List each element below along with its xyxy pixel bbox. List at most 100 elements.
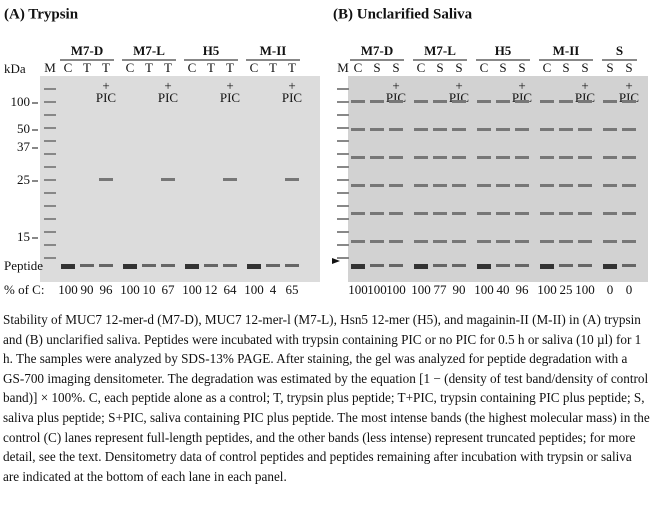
gel: [40, 76, 320, 282]
lane-label: S: [392, 60, 399, 75]
band: [603, 184, 617, 187]
band: [496, 128, 510, 131]
band: [414, 240, 428, 243]
band: [452, 264, 466, 267]
percentage: 90: [81, 282, 94, 297]
percentage: 100: [120, 282, 140, 297]
figure: (A) Trypsin (B) Unclarified Saliva kDa M…: [4, 6, 648, 297]
pic: PIC: [282, 90, 302, 105]
group-label: M7-L: [424, 43, 456, 58]
lane-label: S: [581, 60, 588, 75]
band: [433, 264, 447, 267]
marker-band: [44, 192, 56, 194]
marker-band: [44, 218, 56, 220]
lane-label: C: [250, 60, 259, 75]
band: [247, 264, 261, 269]
band: [496, 184, 510, 187]
band: [496, 212, 510, 215]
band: [414, 156, 428, 159]
panel-title: (B) Unclarified Saliva: [333, 6, 473, 22]
band: [414, 212, 428, 215]
band: [285, 264, 299, 267]
marker-band: [44, 88, 56, 90]
band: [496, 240, 510, 243]
percentage: 100: [244, 282, 264, 297]
plus: +: [102, 78, 109, 93]
band: [99, 178, 113, 181]
band: [578, 128, 592, 131]
plus: +: [288, 78, 295, 93]
band: [622, 100, 636, 103]
band: [540, 156, 554, 159]
band: [351, 264, 365, 269]
band: [496, 156, 510, 159]
lane-label: T: [226, 60, 234, 75]
marker-band: [337, 205, 349, 207]
lane-label: S: [499, 60, 506, 75]
lane-label: T: [102, 60, 110, 75]
pic: PIC: [220, 90, 240, 105]
percentage: 67: [162, 282, 176, 297]
lane-label: T: [164, 60, 172, 75]
band: [123, 264, 137, 269]
band: [477, 264, 491, 269]
lane-label: S: [606, 60, 613, 75]
plus: +: [164, 78, 171, 93]
percentage: 100: [367, 282, 387, 297]
band: [540, 240, 554, 243]
band: [370, 100, 384, 103]
band: [515, 128, 529, 131]
lane-label: M: [44, 60, 56, 75]
band: [351, 156, 365, 159]
band: [433, 156, 447, 159]
band: [477, 128, 491, 131]
lane-label: C: [64, 60, 73, 75]
band: [389, 128, 403, 131]
percentage: 100: [58, 282, 78, 297]
lane-label: T: [83, 60, 91, 75]
band: [578, 156, 592, 159]
lane-label: S: [373, 60, 380, 75]
band: [559, 156, 573, 159]
marker-band: [337, 114, 349, 116]
band: [515, 240, 529, 243]
lane-label: C: [354, 60, 363, 75]
band: [370, 128, 384, 131]
plus: +: [625, 78, 632, 93]
unit-label: kDa: [4, 61, 26, 76]
group-label: M7-D: [361, 43, 394, 58]
band: [433, 240, 447, 243]
band: [515, 212, 529, 215]
band: [285, 178, 299, 181]
band: [559, 100, 573, 103]
percentage: 10: [143, 282, 156, 297]
plus: +: [455, 78, 462, 93]
percentage: 100: [575, 282, 595, 297]
marker-band: [44, 101, 56, 103]
band: [414, 264, 428, 269]
band: [515, 100, 529, 103]
band: [559, 184, 573, 187]
band: [578, 264, 592, 267]
band: [452, 212, 466, 215]
percentage: 100: [411, 282, 431, 297]
band: [370, 212, 384, 215]
plus: +: [226, 78, 233, 93]
band: [540, 184, 554, 187]
percentage: 25: [560, 282, 573, 297]
band: [142, 264, 156, 267]
marker-band: [337, 140, 349, 142]
band: [622, 184, 636, 187]
marker-band: [337, 153, 349, 155]
marker-label: 50: [17, 121, 30, 136]
band: [370, 240, 384, 243]
percentage: 100: [474, 282, 494, 297]
lane-label: C: [417, 60, 426, 75]
group-label: S: [616, 43, 623, 58]
band: [515, 156, 529, 159]
band: [477, 100, 491, 103]
lane-label: T: [269, 60, 277, 75]
marker-band: [337, 101, 349, 103]
band: [578, 240, 592, 243]
caption: Stability of MUC7 12-mer-d (M7-D), MUC7 …: [3, 312, 650, 484]
